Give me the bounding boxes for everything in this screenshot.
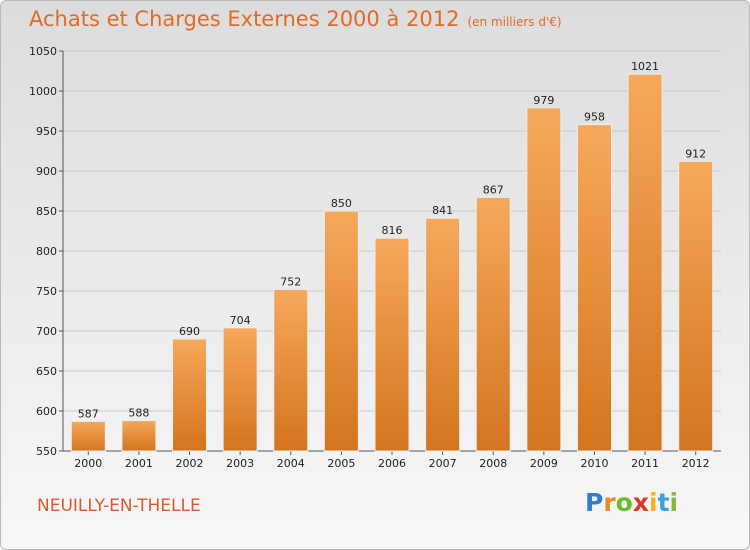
y-tick-label: 1050 xyxy=(29,45,57,58)
value-label: 587 xyxy=(78,407,99,420)
logo-letter: r xyxy=(603,488,616,517)
logo-letter: t xyxy=(657,488,670,517)
bar-2012 xyxy=(678,160,714,452)
y-tick-label: 600 xyxy=(36,405,57,418)
bar-2002 xyxy=(172,338,208,452)
bar-2011 xyxy=(627,73,663,452)
y-tick-label: 700 xyxy=(36,325,57,338)
value-label: 912 xyxy=(685,147,706,160)
bar-2001 xyxy=(121,420,157,452)
y-tick-label: 900 xyxy=(36,165,57,178)
title-text: Achats et Charges Externes 2000 à 2012 xyxy=(29,7,460,31)
value-label: 841 xyxy=(432,204,453,217)
chart-title: Achats et Charges Externes 2000 à 2012 (e… xyxy=(29,7,562,31)
logo-letter: x xyxy=(632,488,649,517)
proxiti-logo: Proxiti xyxy=(585,488,678,517)
bar-2007 xyxy=(425,217,461,452)
bar-2006 xyxy=(374,237,410,452)
logo-letter: o xyxy=(615,488,633,517)
bar-2010 xyxy=(576,124,612,452)
x-tick-label: 2005 xyxy=(327,457,355,470)
bar-2005 xyxy=(323,210,359,452)
x-tick-label: 2001 xyxy=(125,457,153,470)
value-label: 690 xyxy=(179,325,200,338)
value-labels: 587 588 690 704 752 850 816 841 867 979 958 1021 912 xyxy=(78,60,706,420)
value-label: 752 xyxy=(280,275,301,288)
x-tick-label: 2006 xyxy=(378,457,406,470)
logo-letter: i xyxy=(669,488,679,517)
value-label: 850 xyxy=(331,197,352,210)
x-tick-label: 2002 xyxy=(176,457,204,470)
value-label: 816 xyxy=(382,224,403,237)
y-tick-label: 750 xyxy=(36,285,57,298)
y-tick-label: 800 xyxy=(36,245,57,258)
x-tick-label: 2004 xyxy=(277,457,305,470)
x-tick-label: 2008 xyxy=(479,457,507,470)
logo-letter: P xyxy=(585,488,604,517)
bars xyxy=(70,73,714,452)
unit-label: (en milliers d'€) xyxy=(467,15,562,29)
bar-2009 xyxy=(526,107,562,452)
value-label: 958 xyxy=(584,111,605,124)
city-name: NEUILLY-EN-THELLE xyxy=(37,496,201,516)
value-label: 588 xyxy=(128,407,149,420)
x-tick-label: 2009 xyxy=(530,457,558,470)
value-label: 1021 xyxy=(631,60,659,73)
y-tick-label: 550 xyxy=(36,445,57,458)
bar-2003 xyxy=(222,327,258,452)
y-tick-label: 650 xyxy=(36,365,57,378)
y-tick-label: 850 xyxy=(36,205,57,218)
y-tick-label: 1000 xyxy=(29,85,57,98)
x-tick-label: 2000 xyxy=(74,457,102,470)
value-label: 867 xyxy=(483,183,504,196)
value-label: 704 xyxy=(230,314,251,327)
bar-2000 xyxy=(70,420,106,452)
x-tick-label: 2012 xyxy=(682,457,710,470)
x-tick-label: 2003 xyxy=(226,457,254,470)
value-label: 979 xyxy=(533,94,554,107)
bar-2008 xyxy=(475,196,511,452)
y-tick-label: 950 xyxy=(36,125,57,138)
logo-letter: i xyxy=(649,488,658,517)
x-tick-label: 2011 xyxy=(631,457,659,470)
x-tick-label: 2007 xyxy=(429,457,457,470)
bar-2004 xyxy=(273,288,309,452)
x-tick-label: 2010 xyxy=(580,457,608,470)
